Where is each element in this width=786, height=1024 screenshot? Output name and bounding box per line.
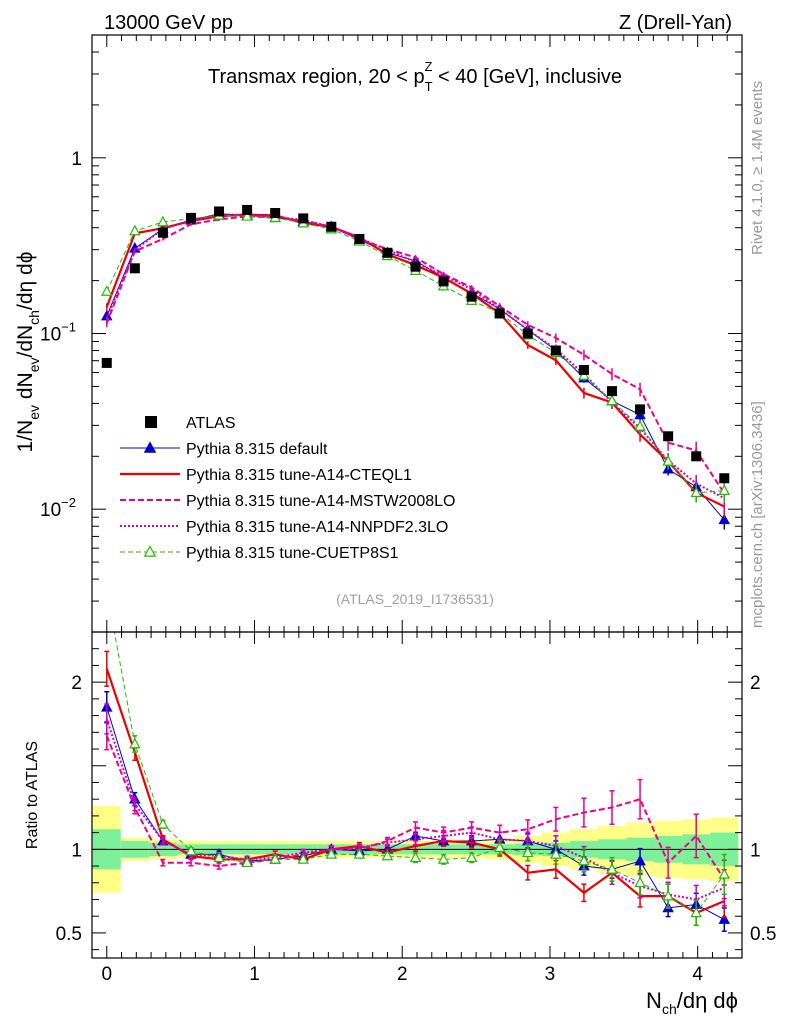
x-tick-label: 0 [101, 964, 112, 985]
atlas-data-point [410, 261, 421, 272]
atlas-data-point [382, 247, 393, 258]
x-tick-label: 2 [397, 964, 408, 985]
ratio-series-marker [522, 846, 534, 858]
ratio-series-marker [185, 844, 197, 856]
ratio-y-tick-label-right: 2 [750, 673, 761, 694]
axes-layer: 0 1 2 3 4 1 10−1 10−2 2 2 1 1 0.5 0.5 [40, 34, 776, 985]
ratio-ylabel: Ratio to ATLAS [24, 741, 41, 849]
atlas-data-point [438, 276, 449, 287]
mcplots-label: mcplots.cern.ch [arXiv:1306.3436] [749, 401, 766, 628]
ratio-series-marker [718, 913, 731, 924]
ratio-series-marker [550, 848, 562, 859]
ratio-series-marker [157, 817, 169, 829]
atlas-data-point [550, 345, 561, 356]
header-right: Z (Drell-Yan) [619, 12, 732, 34]
atlas-data-point [298, 213, 309, 224]
ratio-series-layer [92, 585, 742, 932]
ratio-series-marker [213, 851, 225, 863]
ratio-series-marker [325, 848, 338, 859]
atlas-data-point [522, 328, 533, 339]
ratio-series-marker [353, 848, 366, 859]
atlas-data-point [326, 221, 337, 232]
legend-marker [143, 441, 157, 453]
main-series-marker [634, 420, 646, 431]
atlas-data-point [578, 364, 589, 375]
ratio-series-marker [381, 849, 394, 861]
atlas-data-point [242, 204, 253, 215]
x-tick-label: 4 [692, 964, 703, 985]
main-frame [91, 34, 743, 633]
main-series-layer [101, 204, 731, 530]
main-series-marker [690, 486, 702, 498]
main-y-tick-label: 10−2 [40, 495, 76, 521]
plot-title: Transmax region, 20 < pTZ < 40 [GeV], in… [208, 59, 622, 94]
ratio-series-marker [493, 841, 506, 853]
legend-atlas-marker [145, 416, 157, 428]
main-y-tick-label: 10−1 [40, 320, 76, 346]
atlas-data-point [157, 227, 168, 238]
ratio-series-marker [718, 868, 731, 879]
ratio-series-marker [578, 854, 590, 866]
legend-label: Pythia 8.315 tune-A14-NNPDF2.3LO [186, 519, 448, 536]
main-series-marker [241, 210, 253, 221]
atlas-data-point [691, 451, 702, 462]
main-series-marker [718, 484, 731, 496]
atlas-data-point [270, 208, 281, 219]
legend-label: Pythia 8.315 tune-A14-CTEQL1 [186, 467, 412, 484]
atlas-data-point [719, 473, 730, 484]
ratio-series-marker [437, 853, 450, 864]
atlas-data-point [354, 234, 365, 245]
ratio-y-tick-label-right: 0.5 [750, 924, 776, 945]
ratio-y-tick-label-right: 1 [750, 840, 761, 861]
atlas-data-point [129, 263, 140, 274]
main-series-marker [606, 394, 618, 406]
legend-label: ATLAS [186, 415, 236, 432]
atlas-data-point [494, 308, 505, 319]
legend-label: Pythia 8.315 tune-CUETP8S1 [186, 545, 399, 562]
xlabel: Nch/dη dϕ [646, 988, 738, 1017]
atlas-data-point [466, 291, 477, 302]
ratio-y-tick-label-left: 2 [71, 673, 82, 694]
ratio-series-marker [129, 737, 141, 749]
ratio-series-marker [102, 585, 112, 594]
ratio-frame [91, 631, 743, 959]
x-tick-label: 1 [249, 964, 260, 985]
ratio-series-line [105, 668, 725, 915]
atlas-data-point [635, 404, 646, 415]
main-ylabel: 1/Nev dNev/dNch/dη dϕ [14, 252, 42, 453]
ratio-series-marker [634, 854, 646, 866]
ratio-series-marker [690, 906, 702, 918]
main-y-tick-label: 1 [71, 149, 82, 170]
ratio-series-marker [297, 853, 310, 864]
ratio-series-marker [606, 863, 618, 874]
header-left: 13000 GeV pp [104, 12, 233, 34]
legend-label: Pythia 8.315 default [186, 441, 328, 458]
ratio-y-tick-label-left: 0.5 [56, 924, 82, 945]
legend-label: Pythia 8.315 tune-A14-MSTW2008LO [186, 493, 455, 510]
ratio-series-marker [409, 851, 422, 863]
ratio-series-marker [241, 856, 253, 868]
atlas-data-point [214, 206, 225, 217]
rivet-label: Rivet 4.1.0, ≥ 1.4M events [749, 81, 766, 255]
ratio-y-tick-label-left: 1 [71, 840, 82, 861]
analysis-label: (ATLAS_2019_I1736531) [336, 591, 494, 607]
x-tick-label: 3 [545, 964, 556, 985]
atlas-data-point [185, 212, 196, 223]
ratio-series-marker [634, 876, 646, 888]
main-series-marker [157, 215, 169, 227]
main-series-marker [718, 513, 731, 525]
main-series-marker [129, 224, 141, 236]
legend: ATLAS Pythia 8.315 default Pythia 8.315 tu… [120, 415, 455, 562]
main-series-marker [662, 455, 674, 466]
ratio-series-marker [662, 889, 674, 901]
atlas-data-point [607, 386, 617, 397]
ratio-series-marker [269, 853, 281, 864]
legend-marker [143, 545, 157, 557]
ratio-series-marker [465, 851, 478, 863]
main-series-marker [101, 285, 113, 296]
atlas-data-point [663, 431, 674, 442]
atlas-data-point [101, 357, 112, 368]
